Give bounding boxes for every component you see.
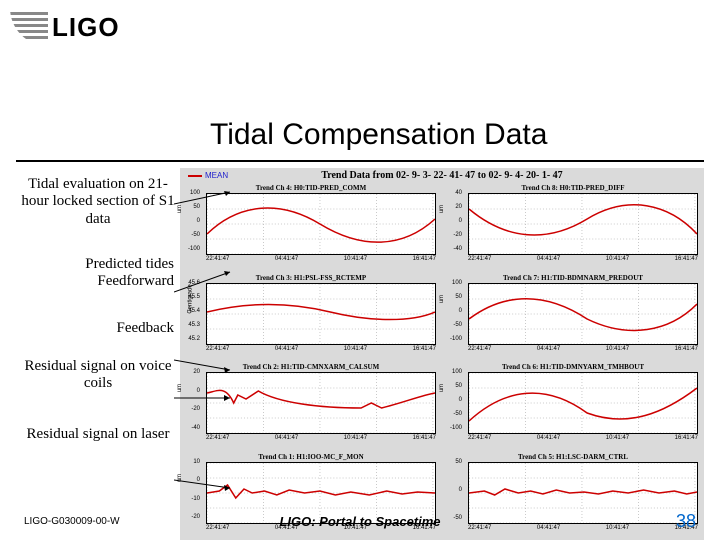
chart-panel: Trend Ch 2: H1:TID-CMNXARM_CALSUM200-20-… [180,361,442,451]
sidebar-note-laser: Residual signal on laser [16,426,180,443]
x-ticks: 22:41:4704:41:4710:41:4716:41:47 [206,256,436,262]
y-label: um [177,384,183,392]
panel-title: Trend Ch 1: H1:IOO-MC_F_MON [184,453,438,461]
mini-chart [206,372,436,434]
mini-chart [468,193,698,255]
page-title: Tidal Compensation Data [210,118,720,152]
logo-icon [10,8,48,46]
y-ticks: 100500-50-100 [442,369,462,431]
panel-title: Trend Ch 8: H0:TID-PRED_DIFF [446,184,700,192]
sidebar-note-voicecoils: Residual signal on voice coils [16,358,180,393]
y-ticks: 100500-50-100 [180,190,200,252]
chart-panel: Trend Ch 7: H1:TID-BDMNARM_PREDOUT100500… [442,272,704,362]
panel-title: Trend Ch 3: H1:PSL-FSS_RCTEMP [184,274,438,282]
panel-title: Trend Ch 7: H1:TID-BDMNARM_PREDOUT [446,274,700,282]
chart-panel: Trend Ch 6: H1:TID-DMNYARM_TMHBOUT100500… [442,361,704,451]
y-ticks: 40200-20-40 [442,190,462,252]
panel-title: Trend Ch 4: H0:TID-PRED_COMM [184,184,438,192]
mini-chart [468,283,698,345]
plot-title: Trend Data from 02- 9- 3- 22- 41- 47 to … [180,170,704,181]
sidebar-note-feedback: Feedback [16,320,180,337]
header: LIGO [0,0,720,66]
y-label: Centigrade [188,284,194,313]
sidebar-note-eval: Tidal evaluation on 21-hour locked secti… [16,176,180,228]
footer: LIGO-G030009-00-W LIGO: Portal to Spacet… [0,511,720,532]
y-ticks: 200-20-40 [180,369,200,431]
y-ticks: 100500-50-100 [442,280,462,342]
y-label: um [439,384,445,392]
mini-chart [206,193,436,255]
panel-title: Trend Ch 5: H1:LSC-DARM_CTRL [446,453,700,461]
panel-title: Trend Ch 6: H1:TID-DMNYARM_TMHBOUT [446,363,700,371]
plot-area: MEAN Trend Data from 02- 9- 3- 22- 41- 4… [180,168,704,540]
content: Tidal evaluation on 21-hour locked secti… [0,162,720,540]
sidebar: Tidal evaluation on 21-hour locked secti… [16,168,180,540]
sidebar-note-predicted: Predicted tides Feedforward [16,256,180,291]
x-ticks: 22:41:4704:41:4710:41:4716:41:47 [468,346,698,352]
panel-title: Trend Ch 2: H1:TID-CMNXARM_CALSUM [184,363,438,371]
chart-panel: Trend Ch 8: H0:TID-PRED_DIFF40200-20-40u… [442,182,704,272]
x-ticks: 22:41:4704:41:4710:41:4716:41:47 [206,346,436,352]
y-label: um [177,205,183,213]
panels-grid: Trend Ch 4: H0:TID-PRED_COMM100500-50-10… [180,182,704,540]
y-label: um [177,473,183,481]
y-label: um [439,294,445,302]
mini-chart [468,372,698,434]
chart-panel: Trend Ch 3: H1:PSL-FSS_RCTEMP45.645.545.… [180,272,442,362]
mini-chart [206,283,436,345]
chart-panel: Trend Ch 4: H0:TID-PRED_COMM100500-50-10… [180,182,442,272]
x-ticks: 22:41:4704:41:4710:41:4716:41:47 [468,256,698,262]
y-label: um [439,205,445,213]
x-ticks: 22:41:4704:41:4710:41:4716:41:47 [468,435,698,441]
logo: LIGO [10,8,120,46]
logo-text: LIGO [52,12,120,43]
x-ticks: 22:41:4704:41:4710:41:4716:41:47 [206,435,436,441]
footer-title: LIGO: Portal to Spacetime [0,514,720,529]
